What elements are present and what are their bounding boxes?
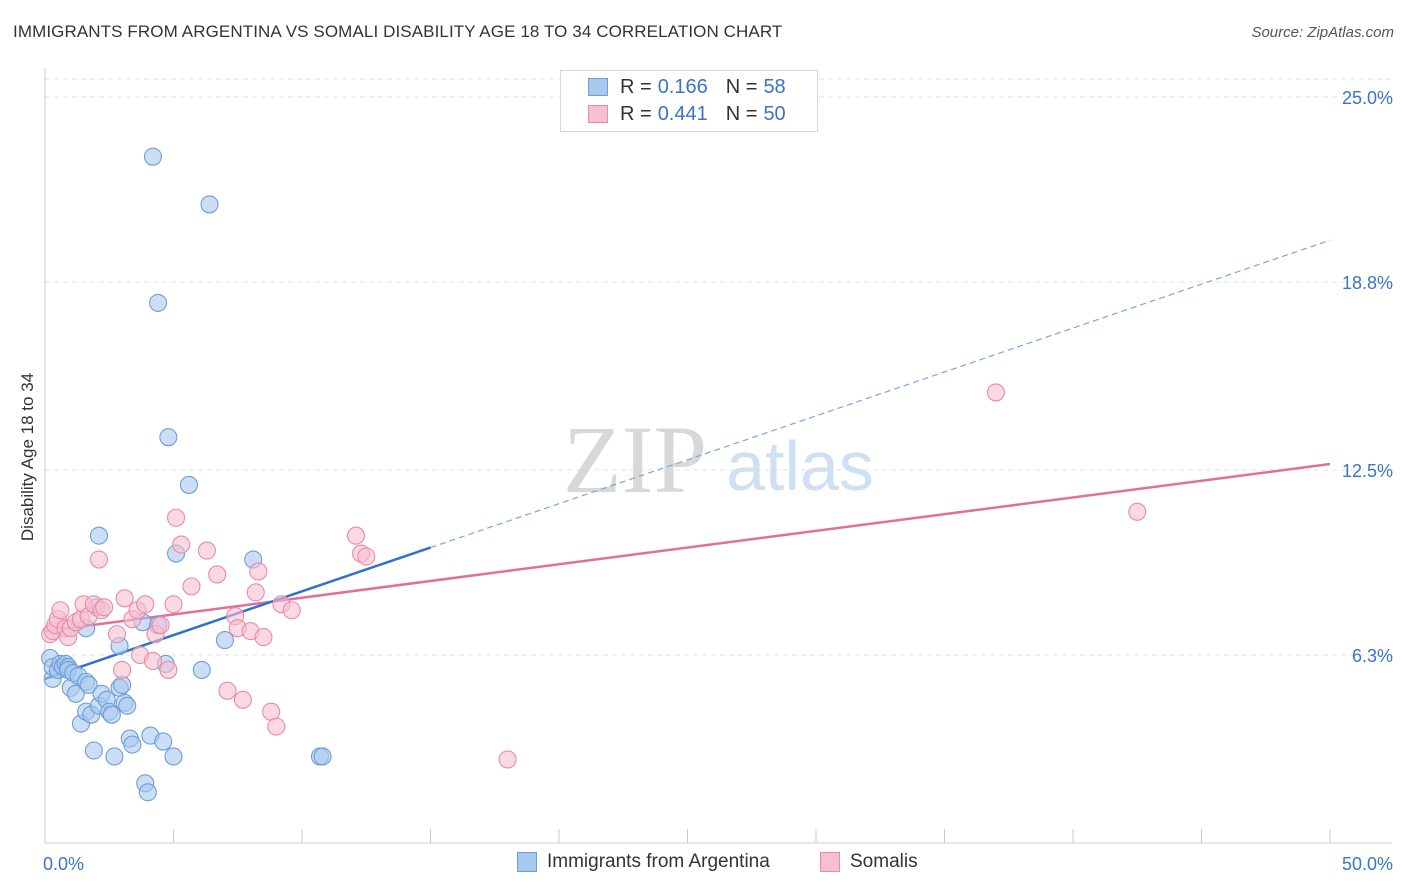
- point-somalis: [164, 595, 183, 614]
- point-argentina: [84, 741, 103, 760]
- point-somalis: [346, 526, 366, 545]
- point-somalis: [89, 550, 109, 569]
- tick-labels: 6.3% 12.5% 18.8% 25.0% 0.0% 50.0%: [43, 88, 1393, 874]
- point-somalis: [986, 383, 1005, 402]
- point-somalis: [233, 690, 252, 709]
- point-argentina: [143, 147, 162, 166]
- point-somalis: [159, 660, 178, 679]
- point-somalis: [249, 562, 268, 581]
- legend-row-argentina: R = 0.166 N = 58: [588, 75, 786, 99]
- r-value: 0.166: [657, 75, 708, 98]
- chart-title: IMMIGRANTS FROM ARGENTINA VS SOMALI DISA…: [13, 22, 783, 41]
- point-somalis: [115, 589, 134, 608]
- point-argentina: [66, 684, 85, 703]
- series-somalis: [41, 383, 1147, 769]
- point-argentina: [159, 428, 178, 447]
- r-label: R =: [620, 102, 652, 125]
- point-somalis: [143, 651, 162, 671]
- legend-item-somalis[interactable]: Somalis: [820, 851, 918, 873]
- point-somalis: [136, 595, 155, 614]
- point-somalis: [218, 681, 237, 700]
- trend-line-somalis: [44, 462, 1331, 633]
- point-argentina: [149, 293, 168, 312]
- point-argentina: [89, 526, 109, 545]
- n-label: N =: [725, 102, 758, 125]
- watermark-zip: ZIP: [563, 406, 707, 513]
- point-somalis: [95, 598, 114, 617]
- point-somalis: [172, 535, 191, 554]
- n-value: 50: [763, 102, 786, 125]
- legend-swatch-argentina: [517, 852, 537, 872]
- grid: [45, 78, 1395, 656]
- series-argentina: [41, 147, 332, 802]
- y-tick-label: 25.0%: [1342, 88, 1393, 108]
- point-somalis: [113, 660, 132, 679]
- point-argentina: [105, 747, 124, 766]
- point-somalis: [51, 601, 70, 620]
- point-somalis: [357, 547, 376, 566]
- point-somalis: [246, 583, 265, 602]
- point-argentina: [215, 631, 234, 650]
- point-argentina: [179, 475, 198, 494]
- data-points: [41, 147, 1147, 802]
- y-axis-label: Disability Age 18 to 34: [18, 373, 37, 541]
- legend-swatch-argentina: [588, 78, 608, 96]
- watermark: ZIP atlas: [563, 406, 874, 513]
- point-somalis: [1128, 502, 1147, 521]
- point-somalis: [107, 625, 127, 644]
- correlation-legend: R = 0.166 N = 58 R = 0.441 N = 50: [560, 70, 818, 132]
- legend-swatch-somalis: [588, 105, 608, 123]
- r-label: R =: [620, 75, 652, 98]
- point-argentina: [118, 696, 137, 715]
- n-value: 58: [763, 75, 786, 98]
- point-somalis: [282, 601, 301, 620]
- point-argentina: [123, 735, 142, 754]
- legend-label-argentina: Immigrants from Argentina: [547, 851, 770, 872]
- x-tick-label: 0.0%: [43, 854, 84, 874]
- watermark-atlas: atlas: [726, 427, 874, 505]
- y-tick-label: 18.8%: [1342, 273, 1393, 293]
- n-label: N =: [725, 75, 758, 98]
- y-tick-label: 12.5%: [1342, 461, 1393, 481]
- point-somalis: [254, 628, 273, 647]
- point-somalis: [267, 717, 286, 736]
- point-argentina: [200, 195, 219, 214]
- legend-item-argentina[interactable]: Immigrants from Argentina: [517, 851, 770, 873]
- trend-line-argentina-dashed: [430, 239, 1331, 549]
- point-somalis: [197, 541, 216, 560]
- source-label: Source: ZipAtlas.com: [1251, 24, 1394, 41]
- point-somalis: [182, 577, 201, 596]
- y-tick-label: 6.3%: [1352, 646, 1393, 666]
- x-tick-label: 50.0%: [1342, 854, 1393, 874]
- point-argentina: [138, 783, 157, 802]
- point-somalis: [151, 616, 170, 635]
- point-somalis: [208, 565, 227, 584]
- point-argentina: [164, 747, 183, 766]
- point-somalis: [498, 750, 517, 769]
- point-argentina: [102, 705, 121, 724]
- point-somalis: [167, 508, 186, 527]
- axes: [44, 68, 1392, 844]
- legend-row-somalis: R = 0.441 N = 50: [588, 102, 786, 126]
- point-argentina: [154, 732, 173, 751]
- point-argentina: [192, 660, 211, 679]
- legend-swatch-somalis: [820, 852, 840, 872]
- point-argentina: [313, 747, 332, 766]
- point-argentina: [79, 675, 98, 694]
- r-value: 0.441: [657, 102, 708, 125]
- legend-label-somalis: Somalis: [850, 851, 918, 872]
